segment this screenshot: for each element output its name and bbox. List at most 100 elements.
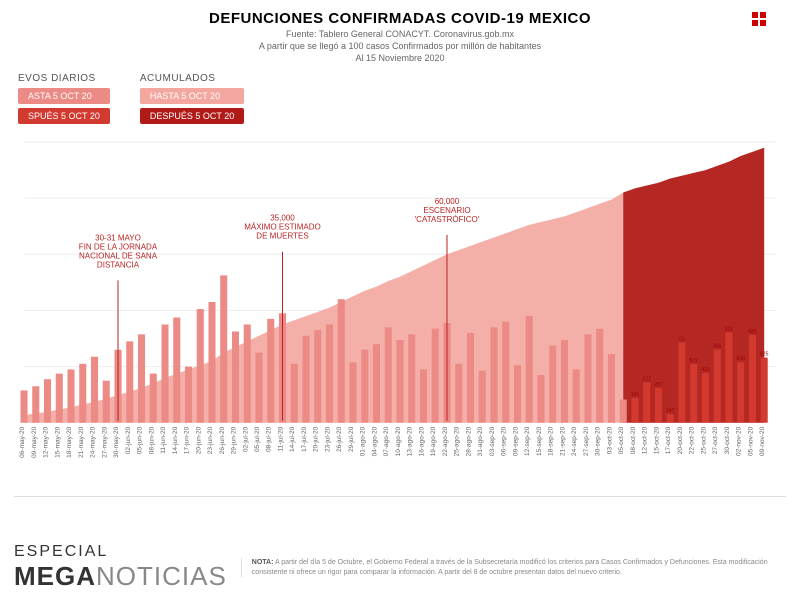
svg-text:31-ago-20: 31-ago-20 — [477, 426, 484, 456]
chart-area: 1651772872476157241935552264343162530-31… — [14, 132, 786, 492]
svg-text:20-jul-20: 20-jul-20 — [313, 426, 320, 452]
chart-subtitle: A partir que se llegó a 100 casos Confir… — [14, 41, 786, 51]
header: DEFUNCIONES CONFIRMADAS COVID-19 MEXICO … — [14, 10, 786, 63]
svg-text:22-oct-20: 22-oct-20 — [689, 426, 696, 454]
svg-text:17-jun-20: 17-jun-20 — [184, 426, 191, 454]
svg-text:01-ago-20: 01-ago-20 — [360, 426, 367, 456]
svg-text:05-oct-20: 05-oct-20 — [618, 426, 625, 454]
footer: ESPECIAL MEGANOTICIAS NOTA: A partir del… — [0, 543, 800, 592]
svg-text:08-jun-20: 08-jun-20 — [148, 426, 155, 454]
svg-text:29-jun-20: 29-jun-20 — [231, 426, 238, 454]
svg-text:12-may-20: 12-may-20 — [43, 426, 50, 457]
svg-text:MÁXIMO ESTIMADO: MÁXIMO ESTIMADO — [244, 223, 321, 232]
svg-text:419: 419 — [701, 367, 710, 373]
chart-source: Fuente: Tablero General CONACYT. Coronav… — [14, 29, 786, 39]
svg-text:23-jun-20: 23-jun-20 — [207, 426, 214, 454]
svg-text:26-jun-20: 26-jun-20 — [219, 426, 226, 454]
svg-text:02-jul-20: 02-jul-20 — [242, 426, 249, 452]
svg-text:35,000: 35,000 — [270, 214, 295, 223]
svg-text:03-sep-20: 03-sep-20 — [489, 426, 496, 456]
footer-left: ESPECIAL MEGANOTICIAS — [14, 543, 227, 592]
chart-title: DEFUNCIONES CONFIRMADAS COVID-19 MEXICO — [14, 10, 786, 27]
svg-text:13-ago-20: 13-ago-20 — [407, 426, 414, 456]
note-label: NOTA: — [252, 559, 274, 566]
svg-text:14-jul-20: 14-jul-20 — [289, 426, 296, 452]
svg-text:625: 625 — [760, 352, 769, 358]
svg-text:572: 572 — [690, 358, 699, 364]
legend: EVOS DIARIOS ASTA 5 OCT 20 SPUÉS 5 OCT 2… — [14, 73, 786, 124]
especial-label: ESPECIAL — [14, 543, 227, 561]
svg-text:ESCENARIO: ESCENARIO — [423, 206, 470, 215]
svg-text:12-oct-20: 12-oct-20 — [642, 426, 649, 454]
legend-col-cum: ACUMULADOS HASTA 5 OCT 20 DESPUÉS 5 OCT … — [140, 73, 244, 124]
svg-text:11-jul-20: 11-jul-20 — [277, 426, 284, 451]
svg-text:08-oct-20: 08-oct-20 — [630, 426, 637, 454]
svg-text:177: 177 — [643, 376, 652, 382]
svg-text:10-ago-20: 10-ago-20 — [395, 426, 402, 456]
svg-text:08-jul-20: 08-jul-20 — [266, 426, 273, 452]
legend-pill-daily-after: SPUÉS 5 OCT 20 — [18, 108, 110, 124]
svg-text:'CATASTRÓFICO': 'CATASTRÓFICO' — [415, 215, 480, 224]
legend-head-daily: EVOS DIARIOS — [18, 73, 110, 84]
svg-text:25-oct-20: 25-oct-20 — [700, 426, 707, 454]
svg-text:30-oct-20: 30-oct-20 — [724, 426, 731, 454]
grid-icon — [752, 12, 766, 26]
svg-text:18-sep-20: 18-sep-20 — [548, 426, 555, 456]
svg-text:12-sep-20: 12-sep-20 — [524, 426, 531, 456]
svg-text:05-jun-20: 05-jun-20 — [137, 426, 144, 454]
svg-text:07-ago-20: 07-ago-20 — [383, 426, 390, 456]
svg-text:09-nov-20: 09-nov-20 — [759, 426, 766, 456]
svg-text:DE MUERTES: DE MUERTES — [256, 232, 308, 241]
svg-text:60,000: 60,000 — [435, 197, 460, 206]
svg-text:22-ago-20: 22-ago-20 — [442, 426, 449, 456]
svg-text:26-jul-20: 26-jul-20 — [336, 426, 343, 452]
svg-text:522: 522 — [725, 326, 734, 332]
svg-text:11-jun-20: 11-jun-20 — [160, 426, 167, 453]
svg-text:30-sep-20: 30-sep-20 — [595, 426, 602, 456]
svg-text:30-may-20: 30-may-20 — [113, 426, 120, 457]
svg-text:61: 61 — [679, 336, 685, 342]
svg-text:NACIONAL DE SANA: NACIONAL DE SANA — [79, 251, 158, 260]
svg-text:09-may-20: 09-may-20 — [31, 426, 38, 457]
svg-text:24-sep-20: 24-sep-20 — [571, 426, 578, 456]
svg-text:02-nov-20: 02-nov-20 — [736, 426, 743, 456]
svg-text:DISTANCIA: DISTANCIA — [97, 260, 140, 269]
svg-text:03-oct-20: 03-oct-20 — [606, 426, 613, 454]
chart-frame: DEFUNCIONES CONFIRMADAS COVID-19 MEXICO … — [0, 0, 800, 600]
svg-text:23-jul-20: 23-jul-20 — [324, 426, 331, 452]
svg-text:24-may-20: 24-may-20 — [90, 426, 97, 457]
svg-text:643: 643 — [737, 356, 746, 362]
svg-text:27-oct-20: 27-oct-20 — [712, 426, 719, 454]
brand-mega: MEGA — [14, 561, 96, 591]
brand-logo: MEGANOTICIAS — [14, 561, 227, 592]
svg-text:21-sep-20: 21-sep-20 — [559, 426, 566, 456]
footer-divider — [14, 496, 786, 497]
svg-text:04-ago-20: 04-ago-20 — [371, 426, 378, 456]
svg-text:28-ago-20: 28-ago-20 — [465, 426, 472, 456]
svg-text:15-sep-20: 15-sep-20 — [536, 426, 543, 456]
svg-text:27-sep-20: 27-sep-20 — [583, 426, 590, 456]
svg-text:30-31 MAYO: 30-31 MAYO — [95, 233, 141, 242]
legend-pill-cum-after: DESPUÉS 5 OCT 20 — [140, 108, 244, 124]
legend-col-daily: EVOS DIARIOS ASTA 5 OCT 20 SPUÉS 5 OCT 2… — [18, 73, 110, 124]
svg-text:27-may-20: 27-may-20 — [101, 426, 108, 457]
note-text: A partir del día 5 de Octubre, el Gobier… — [252, 559, 768, 575]
svg-text:247: 247 — [666, 408, 675, 414]
svg-text:355: 355 — [713, 343, 722, 349]
legend-head-cum: ACUMULADOS — [140, 73, 244, 84]
legend-pill-daily-before: ASTA 5 OCT 20 — [18, 88, 110, 104]
svg-text:19-ago-20: 19-ago-20 — [430, 426, 437, 456]
svg-text:05-jul-20: 05-jul-20 — [254, 426, 261, 452]
svg-text:15-oct-20: 15-oct-20 — [653, 426, 660, 454]
svg-text:21-may-20: 21-may-20 — [78, 426, 85, 457]
svg-text:05-nov-20: 05-nov-20 — [747, 426, 754, 456]
brand-noticias: NOTICIAS — [96, 561, 227, 591]
svg-text:20-jun-20: 20-jun-20 — [195, 426, 202, 454]
legend-pill-cum-before: HASTA 5 OCT 20 — [140, 88, 244, 104]
svg-text:14-jun-20: 14-jun-20 — [172, 426, 179, 454]
svg-text:287: 287 — [654, 382, 663, 388]
svg-text:16-ago-20: 16-ago-20 — [418, 426, 425, 456]
svg-text:FIN DE LA JORNADA: FIN DE LA JORNADA — [79, 242, 158, 251]
svg-text:15-may-20: 15-may-20 — [54, 426, 61, 457]
svg-text:06-may-20: 06-may-20 — [19, 426, 26, 457]
